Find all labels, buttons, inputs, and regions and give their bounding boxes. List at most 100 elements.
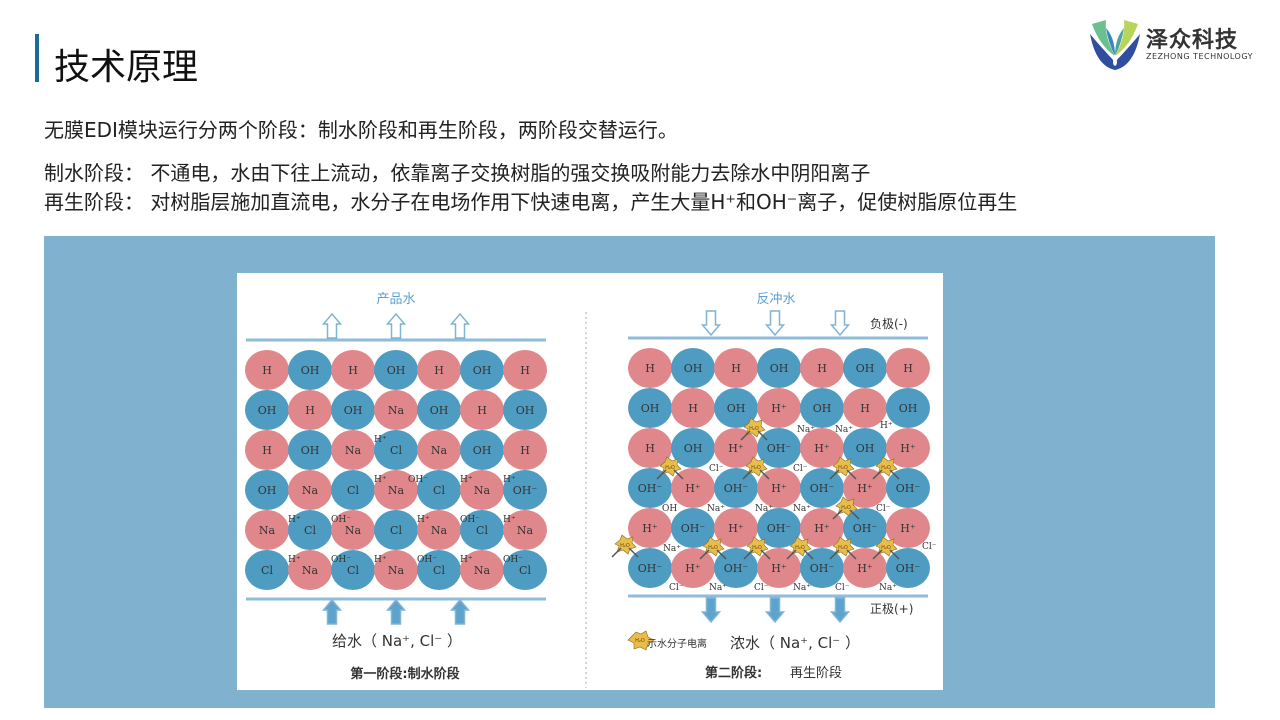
resin-bead-label: OH⁻ <box>638 482 663 495</box>
resin-bead <box>288 430 332 470</box>
small-ion-label: OH⁻ <box>503 555 523 565</box>
resin-bead-label: Na <box>345 444 362 457</box>
positive-electrode-label: 正极(+) <box>870 602 913 616</box>
resin-bead-label: OH <box>641 402 660 415</box>
small-ion-label: Cl⁻ <box>876 504 891 514</box>
resin-bead-label: H <box>434 364 444 377</box>
resin-bead-label: H⁺ <box>685 562 701 575</box>
resin-bead-label: Na <box>431 524 448 537</box>
product-water-label: 产品水 <box>376 292 415 307</box>
small-ion-label: OH⁻ <box>331 555 351 565</box>
resin-bead <box>331 550 375 590</box>
ion-migration-arrow-icon <box>786 549 797 560</box>
negative-electrode-label: 负极(-) <box>870 317 908 331</box>
resin-bead <box>800 388 844 428</box>
resin-bead <box>800 348 844 388</box>
small-ion-label: H⁺ <box>288 515 301 525</box>
resin-bead <box>245 510 289 550</box>
small-ion-label: OH⁻ <box>331 515 351 525</box>
resin-bead-label: H⁺ <box>771 402 787 415</box>
small-ion-label: H⁺ <box>288 555 301 565</box>
small-ion-label: H⁺ <box>460 555 473 565</box>
resin-bead-label: OH <box>258 404 277 417</box>
concentrate-water-label: 浓水（ Na⁺, Cl⁻ ） <box>730 634 860 652</box>
resin-bead-label: H⁺ <box>771 562 787 575</box>
resin-bead-label: OH⁻ <box>810 562 835 575</box>
small-ion-label: Na⁺ <box>797 425 815 435</box>
resin-bead-label: OH <box>344 404 363 417</box>
concentrate-flow-arrow-icon <box>829 597 851 624</box>
water-molecule-symbol: H₂O <box>881 465 891 471</box>
water-molecule-symbol: H₂O <box>708 545 718 551</box>
resin-bead-label: Cl <box>347 484 359 497</box>
ion-migration-arrow-icon <box>743 549 754 560</box>
resin-bead <box>460 390 504 430</box>
resin-bead-label: OH <box>473 444 492 457</box>
backwash-water-label: 反冲水 <box>756 292 795 307</box>
resin-bead-label: Cl <box>390 444 402 457</box>
resin-bead-label: Na <box>517 524 534 537</box>
resin-bead <box>628 468 672 508</box>
small-ion-label: H⁺ <box>503 475 516 485</box>
small-ion-label: OH⁻ <box>408 475 428 485</box>
resin-bead <box>288 470 332 510</box>
resin-bead-label: OH <box>473 364 492 377</box>
ion-migration-arrow-icon <box>740 430 751 441</box>
small-ion-label: Cl⁻ <box>754 583 769 593</box>
resin-bead <box>417 550 461 590</box>
resin-bead <box>503 430 547 470</box>
water-molecule-symbol: H₂O <box>752 545 762 551</box>
resin-bead <box>331 510 375 550</box>
small-ion-label: Na⁺ <box>663 544 681 554</box>
resin-bead <box>245 350 289 390</box>
small-ion-label: Na⁺ <box>793 504 811 514</box>
resin-bead <box>628 508 672 548</box>
resin-bead <box>460 470 504 510</box>
resin-bead-label: H⁺ <box>685 482 701 495</box>
resin-bead-label: H <box>817 362 827 375</box>
water-molecule-symbol: H₂O <box>665 465 675 471</box>
resin-bead <box>757 348 801 388</box>
resin-bead <box>503 350 547 390</box>
resin-bead <box>374 350 418 390</box>
resin-bead-label: OH⁻ <box>767 442 792 455</box>
resin-bead-label: OH⁻ <box>767 522 792 535</box>
title-accent-bar <box>35 34 39 82</box>
resin-bead <box>374 470 418 510</box>
resin-bead-label: H <box>477 404 487 417</box>
resin-bead <box>843 388 887 428</box>
resin-bead-label: H <box>645 362 655 375</box>
resin-bead-label: H <box>645 442 655 455</box>
ion-migration-arrow-icon <box>889 549 900 560</box>
resin-bead <box>245 550 289 590</box>
resin-bead <box>714 348 758 388</box>
resin-bead <box>671 388 715 428</box>
resin-bead-label: Cl <box>433 484 445 497</box>
resin-bead-label: OH <box>770 362 789 375</box>
resin-bead-label: Na <box>345 524 362 537</box>
logo-name-cn: 泽众科技 <box>1146 28 1239 53</box>
resin-bead <box>288 390 332 430</box>
resin-bead-label: H⁺ <box>900 442 916 455</box>
resin-bead-label: H <box>262 364 272 377</box>
ion-migration-arrow-icon <box>742 469 753 480</box>
resin-bead-label: Na <box>388 404 405 417</box>
resin-bead <box>331 470 375 510</box>
page-title: 技术原理 <box>54 47 199 88</box>
small-ion-label: H⁺ <box>374 435 387 445</box>
water-molecule-symbol: H₂O <box>751 465 761 471</box>
feed-water-label: 给水（ Na⁺, Cl⁻ ） <box>332 632 462 650</box>
resin-bead <box>886 508 930 548</box>
resin-bead <box>671 348 715 388</box>
resin-bead-label: H⁺ <box>857 482 873 495</box>
small-ion-label: OH <box>662 504 677 514</box>
resin-bead-label: OH <box>727 402 746 415</box>
small-ion-label: Cl⁻ <box>835 583 850 593</box>
ion-migration-arrow-icon <box>628 547 639 558</box>
resin-bead-label: OH⁻ <box>896 562 921 575</box>
resin-bead <box>288 550 332 590</box>
backwash-flow-arrow-icon <box>829 310 851 337</box>
stage1-caption: 第一阶段:制水阶段 <box>350 666 459 682</box>
resin-bead-label: H⁺ <box>814 442 830 455</box>
